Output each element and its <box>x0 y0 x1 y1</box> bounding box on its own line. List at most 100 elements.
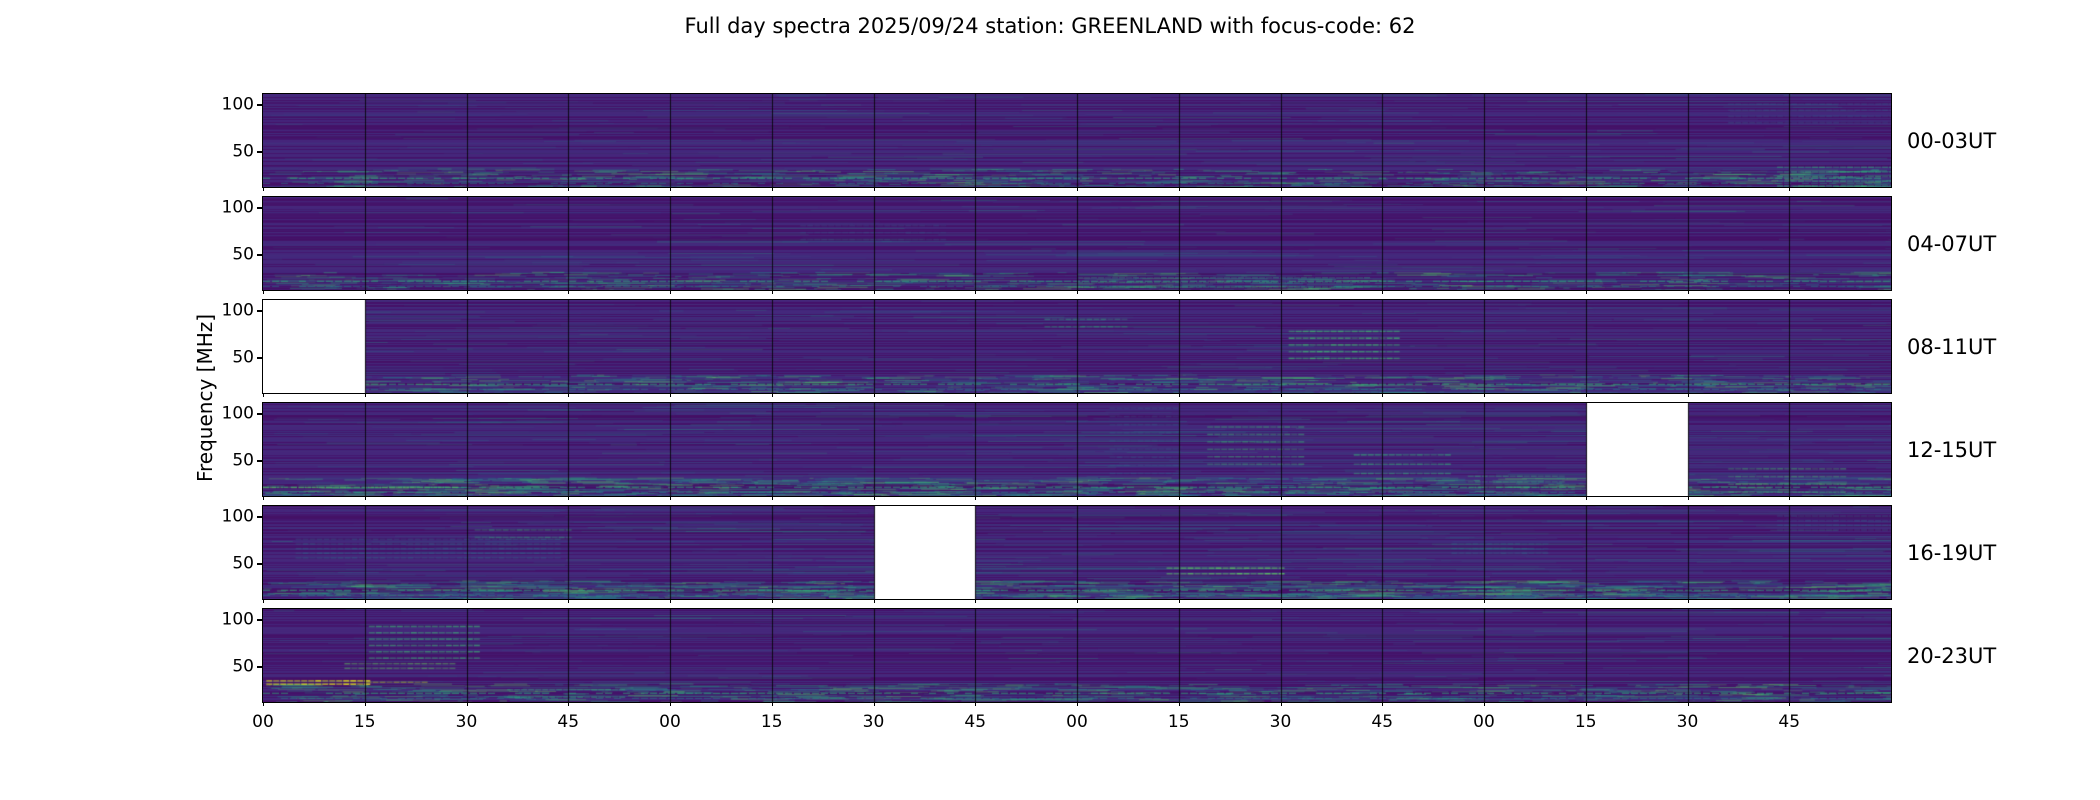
x-tick-mark <box>771 393 773 397</box>
panel-time-label: 12-15UT <box>1907 437 1997 462</box>
spectrogram-rows: 100 50 00-03UT 100 50 04-07UT 100 50 08-… <box>0 93 2100 711</box>
x-tick-mark <box>1687 290 1689 294</box>
x-tick-label: 00 <box>252 712 274 732</box>
x-tick-label: 30 <box>1676 712 1699 732</box>
x-tick-mark <box>263 702 264 706</box>
spectrogram-plot: 100 50 08-11UT <box>222 299 1996 397</box>
x-tick-label: 00 <box>659 712 681 732</box>
x-tick-mark <box>873 393 875 397</box>
x-tick-mark <box>1382 290 1384 294</box>
x-tick-mark <box>1382 496 1384 500</box>
y-tick-label-100: 100 <box>221 403 254 424</box>
panel-time-label: 20-23UT <box>1907 643 1997 668</box>
y-tick-mark <box>257 253 263 256</box>
x-tick-mark <box>1178 187 1180 191</box>
y-tick-mark <box>257 619 263 622</box>
y-tick-label-100: 100 <box>221 300 254 321</box>
x-tick-mark <box>263 187 264 191</box>
x-tick-mark <box>263 599 264 603</box>
x-tick-mark <box>771 599 773 603</box>
x-tick-mark <box>1382 187 1384 191</box>
x-tick-label: 45 <box>1778 712 1801 732</box>
y-tick-mark <box>257 104 263 107</box>
x-tick-mark <box>1178 290 1180 294</box>
y-tick-mark <box>257 356 263 359</box>
x-tick-mark <box>1687 599 1689 603</box>
x-tick-mark <box>1280 702 1282 706</box>
x-tick-mark <box>1077 290 1078 294</box>
x-tick-mark <box>1077 393 1078 397</box>
y-tick-mark <box>257 459 263 462</box>
x-tick-label: 30 <box>1269 712 1292 732</box>
y-tick-mark <box>257 562 263 565</box>
x-tick-mark <box>670 496 671 500</box>
x-tick-mark <box>1687 187 1689 191</box>
x-tick-mark <box>1382 393 1384 397</box>
x-tick-mark <box>364 599 366 603</box>
x-tick-label: 00 <box>1066 712 1088 732</box>
x-tick-mark <box>1789 496 1791 500</box>
x-tick-mark <box>1484 599 1485 603</box>
y-tick-mark <box>257 207 263 210</box>
spectro-row-20-23: 100 50 20-23UT <box>0 608 2100 706</box>
spectrogram-plot: 100 50 12-15UT <box>222 402 1996 500</box>
x-tick-mark <box>568 599 570 603</box>
x-tick-mark <box>263 393 264 397</box>
y-tick-mark <box>257 665 263 668</box>
panel-time-label: 16-19UT <box>1907 540 1997 565</box>
spectrogram-plot: 100 50 16-19UT <box>222 505 1996 603</box>
x-tick-label: 45 <box>557 712 580 732</box>
x-tick-mark <box>873 496 875 500</box>
x-tick-mark <box>1789 187 1791 191</box>
x-tick-mark <box>1484 702 1485 706</box>
panel-time-label: 08-11UT <box>1907 334 1997 359</box>
x-tick-mark <box>364 393 366 397</box>
x-tick-mark <box>1585 496 1587 500</box>
x-tick-mark <box>670 702 671 706</box>
x-tick-mark <box>1789 290 1791 294</box>
x-tick-mark <box>670 290 671 294</box>
y-tick-label-50: 50 <box>232 450 254 471</box>
x-tick-label: 30 <box>862 712 885 732</box>
spectrogram-canvas <box>263 403 1891 496</box>
x-tick-mark <box>1585 290 1587 294</box>
x-tick-mark <box>466 290 468 294</box>
x-tick-mark <box>670 599 671 603</box>
x-tick-mark <box>1077 187 1078 191</box>
x-tick-mark <box>975 393 977 397</box>
x-tick-mark <box>364 290 366 294</box>
x-tick-mark <box>1585 702 1587 706</box>
x-tick-mark <box>1687 496 1689 500</box>
x-tick-mark <box>1687 393 1689 397</box>
spectro-row-04-07: 100 50 04-07UT <box>0 196 2100 294</box>
x-tick-label: 45 <box>964 712 987 732</box>
x-tick-mark <box>873 290 875 294</box>
x-tick-mark <box>1280 599 1282 603</box>
spectrogram-canvas <box>263 197 1891 290</box>
x-tick-mark <box>1484 393 1485 397</box>
x-tick-mark <box>1382 702 1384 706</box>
x-tick-mark <box>670 187 671 191</box>
x-tick-mark <box>1280 393 1282 397</box>
x-tick-label: 45 <box>1371 712 1394 732</box>
y-tick-label-100: 100 <box>221 609 254 630</box>
x-tick-mark <box>771 496 773 500</box>
x-tick-mark <box>771 702 773 706</box>
spectrogram-plot: 100 50 04-07UT <box>222 196 1996 294</box>
x-tick-mark <box>873 599 875 603</box>
x-tick-mark <box>466 496 468 500</box>
x-tick-label: 00 <box>1473 712 1495 732</box>
x-tick-mark <box>975 496 977 500</box>
spectrogram-canvas <box>263 300 1891 393</box>
x-tick-label: 30 <box>455 712 478 732</box>
spectrogram-canvas <box>263 94 1891 187</box>
x-tick-label: 15 <box>1167 712 1190 732</box>
x-tick-mark <box>568 290 570 294</box>
panel-time-label: 00-03UT <box>1907 128 1997 153</box>
x-tick-mark <box>975 702 977 706</box>
x-tick-mark <box>1280 496 1282 500</box>
y-tick-label-50: 50 <box>232 656 254 677</box>
spectro-row-00-03: 100 50 00-03UT <box>0 93 2100 191</box>
x-tick-mark <box>771 290 773 294</box>
x-tick-mark <box>568 496 570 500</box>
